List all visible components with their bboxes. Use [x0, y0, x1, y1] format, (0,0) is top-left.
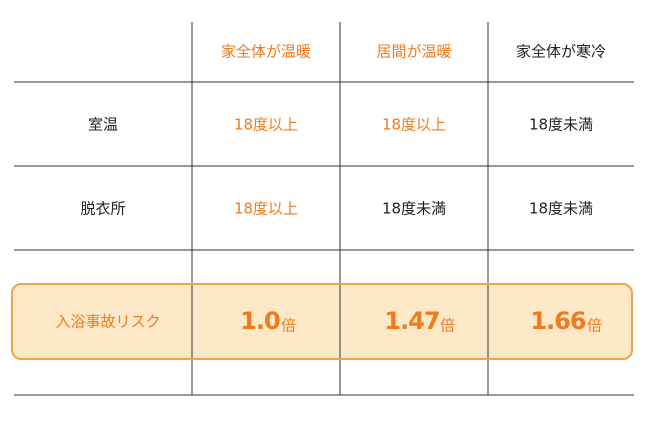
- cell: 18度未満: [382, 200, 446, 218]
- risk-label: 入浴事故リスク: [55, 313, 160, 331]
- cell: 18度未満: [529, 116, 593, 134]
- grid: [14, 22, 634, 396]
- risk-unit: 倍: [440, 317, 455, 335]
- cell: 18度以上: [234, 116, 298, 134]
- risk-value: 1.47: [384, 307, 439, 335]
- cell: 18度以上: [234, 200, 298, 218]
- column-header: 居間が温暖: [376, 43, 451, 61]
- risk-value: 1.0: [240, 307, 280, 335]
- risk-value: 1.66: [530, 307, 586, 335]
- risk-unit: 倍: [587, 317, 602, 335]
- cell: 18度未満: [529, 200, 593, 218]
- risk-unit: 倍: [281, 317, 296, 335]
- cell: 18度以上: [382, 116, 446, 134]
- column-header: 家全体が寒冷: [516, 43, 606, 61]
- highlight-row: [11, 283, 633, 360]
- row-label: 脱衣所: [80, 200, 125, 218]
- column-header: 家全体が温暖: [221, 43, 311, 61]
- row-label: 室温: [88, 116, 118, 134]
